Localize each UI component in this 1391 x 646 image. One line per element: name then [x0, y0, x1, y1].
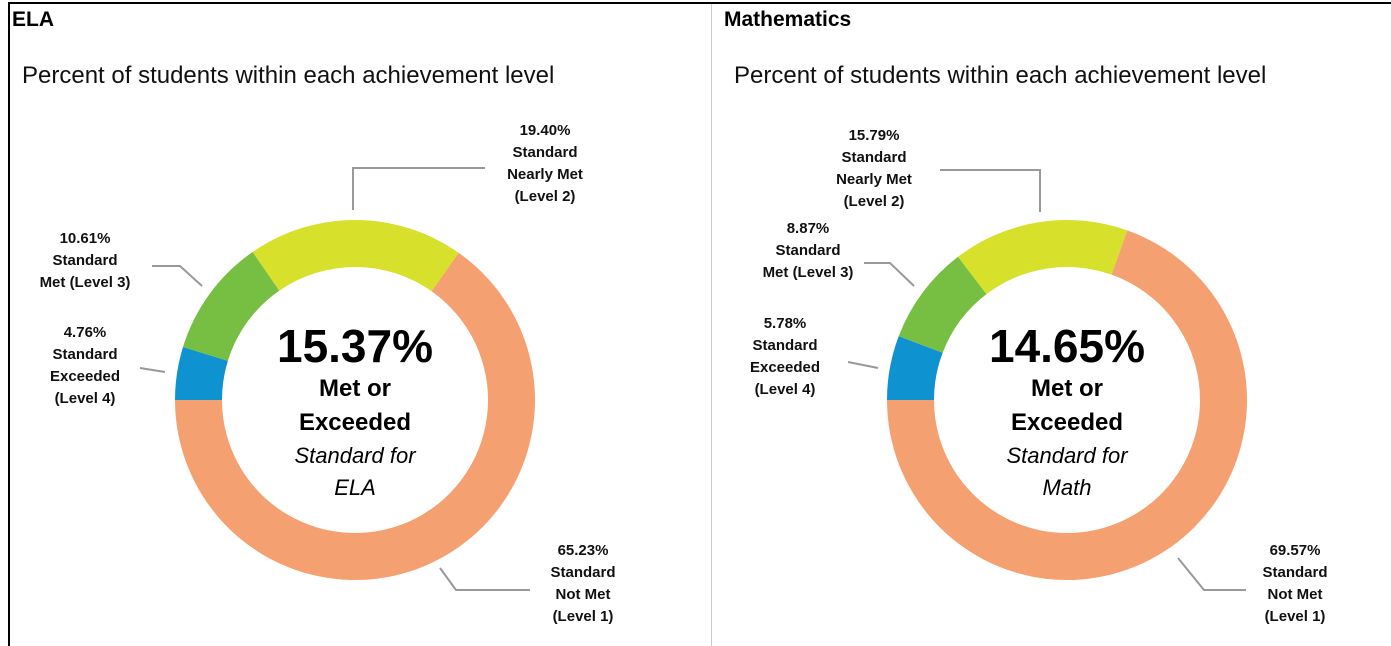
donut-segment — [175, 346, 228, 400]
leader-line — [352, 167, 485, 210]
segment-value-label: 4.76% — [63, 324, 107, 341]
center-text: 15.37% Met or Exceeded Standard for ELA — [270, 320, 440, 504]
frame — [8, 2, 1391, 646]
divider — [711, 4, 712, 646]
chart-title: ELA — [12, 8, 54, 31]
donut-segment — [887, 336, 943, 400]
center-label: Met or Exceeded — [1010, 375, 1124, 436]
center-value: 14.65% — [988, 320, 1145, 372]
segment-label: 65.23% Standard Not Met (Level 1) — [537, 540, 629, 628]
segment-value-label: 5.78% — [763, 315, 807, 332]
segment-value-label: 19.40% — [519, 122, 571, 139]
segment-category: Standard Not Met (Level 1) — [1262, 564, 1328, 625]
donut-segment — [252, 220, 459, 292]
center-note: Standard for Math — [1006, 443, 1128, 500]
leader-line — [439, 567, 530, 591]
center-value: 15.37% — [276, 320, 433, 372]
segment-value-label: 69.57% — [1269, 542, 1321, 559]
segment-label: 8.87% Standard Met (Level 3) — [762, 218, 854, 284]
leader-line — [152, 265, 203, 287]
segment-category: Standard Nearly Met (Level 2) — [836, 149, 912, 210]
segment-category: Standard Nearly Met (Level 2) — [507, 144, 583, 205]
segment-category: Standard Met (Level 3) — [39, 252, 131, 291]
segment-value-label: 8.87% — [786, 220, 830, 237]
leader-line — [940, 169, 1041, 212]
segment-value-label: 10.61% — [59, 230, 111, 247]
leader-line — [847, 361, 879, 369]
segment-label: 5.78% Standard Exceeded (Level 4) — [739, 313, 831, 401]
donut-segment — [182, 251, 280, 361]
segment-label: 4.76% Standard Exceeded (Level 4) — [39, 322, 131, 410]
center-text: 14.65% Met or Exceeded Standard for Math — [982, 320, 1152, 504]
segment-category: Standard Met (Level 3) — [762, 242, 854, 281]
segment-value-label: 65.23% — [557, 542, 609, 559]
segment-label: 15.79% Standard Nearly Met (Level 2) — [828, 125, 920, 213]
segment-category: Standard Exceeded (Level 4) — [749, 337, 821, 398]
leader-line — [1177, 557, 1246, 591]
segment-category: Standard Not Met (Level 1) — [550, 564, 616, 625]
center-note: Standard for ELA — [294, 443, 416, 500]
chart-subtitle: Percent of students within each achievem… — [734, 62, 1267, 89]
leader-line — [864, 262, 915, 287]
chart-subtitle: Percent of students within each achievem… — [22, 62, 555, 89]
segment-label: 69.57% Standard Not Met (Level 1) — [1249, 540, 1341, 628]
segment-label: 10.61% Standard Met (Level 3) — [39, 228, 131, 294]
chart-title: Mathematics — [724, 8, 852, 31]
donut-segment — [958, 220, 1128, 295]
center-label: Met or Exceeded — [298, 375, 412, 436]
segment-category: Standard Exceeded (Level 4) — [49, 346, 121, 407]
segment-value-label: 15.79% — [848, 127, 900, 144]
leader-line — [139, 367, 166, 373]
donut-segment — [175, 252, 535, 581]
donut-segment — [898, 256, 987, 353]
segment-label: 19.40% Standard Nearly Met (Level 2) — [499, 120, 591, 208]
